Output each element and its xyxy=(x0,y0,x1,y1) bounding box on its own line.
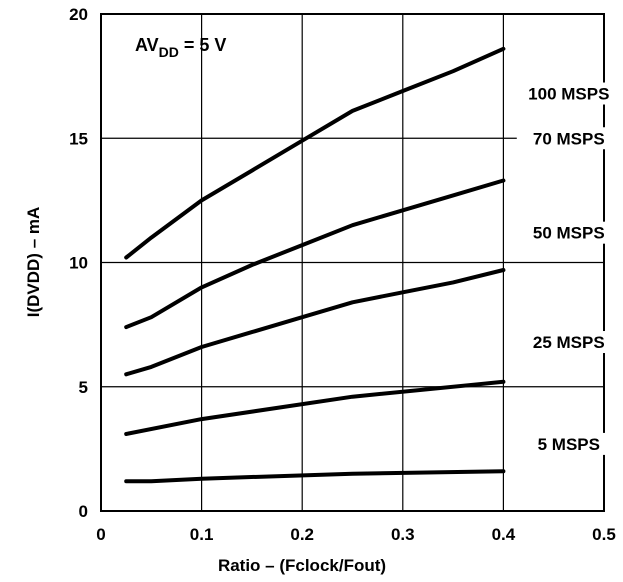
annotation-subscript: DD xyxy=(159,44,179,60)
x-tick-label: 0.1 xyxy=(190,525,214,544)
series-label: 70 MSPS xyxy=(533,129,605,148)
series-line xyxy=(124,379,506,436)
series-line xyxy=(124,178,506,330)
series-label-background xyxy=(516,221,621,244)
series-label: 50 MSPS xyxy=(533,224,605,243)
x-tick-label: 0.3 xyxy=(391,525,415,544)
annotation-main: AV xyxy=(135,35,159,55)
x-tick-label: 0.2 xyxy=(290,525,314,544)
y-tick-label: 20 xyxy=(69,5,88,24)
condition-annotation: AVDD = 5 V xyxy=(135,35,226,60)
series-label-background xyxy=(516,331,621,354)
x-axis-title: Ratio – (Fclock/Fout) xyxy=(218,556,386,575)
y-tick-label: 15 xyxy=(69,129,88,148)
y-tick-label: 0 xyxy=(79,502,88,521)
y-axis-title: I(DVDD) – mA xyxy=(24,207,43,318)
y-tick-label: 10 xyxy=(69,254,88,273)
plot-frame xyxy=(100,13,605,512)
series-label-background xyxy=(516,432,621,455)
series-labels: 100 MSPS 70 MSPS 50 MSPS 25 MSPS 5 MSPS xyxy=(516,82,621,455)
series-label-background xyxy=(516,127,621,150)
y-tick-labels: 0 5 10 15 20 xyxy=(69,5,88,521)
series-line xyxy=(124,469,506,484)
series-line xyxy=(124,46,506,260)
series-label: 100 MSPS xyxy=(528,85,609,104)
y-tick-label: 5 xyxy=(79,378,88,397)
x-tick-labels: 0 0.1 0.2 0.3 0.4 0.5 xyxy=(96,525,616,544)
x-tick-label: 0 xyxy=(96,525,105,544)
gridlines xyxy=(101,14,604,511)
x-tick-label: 0.5 xyxy=(592,525,616,544)
series-lines xyxy=(124,46,506,484)
series-line xyxy=(124,268,506,377)
series-label: 25 MSPS xyxy=(533,333,605,352)
annotation-rest: = 5 V xyxy=(179,35,227,55)
series-label-background xyxy=(516,82,621,105)
series-label: 5 MSPS xyxy=(538,435,600,454)
x-tick-label: 0.4 xyxy=(492,525,516,544)
